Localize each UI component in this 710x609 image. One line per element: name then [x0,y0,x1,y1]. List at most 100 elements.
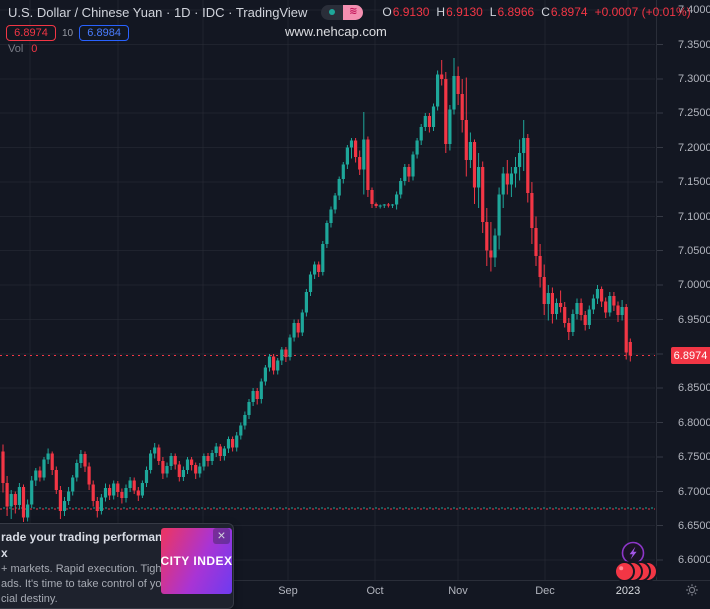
candle [493,235,497,258]
candle [341,164,345,179]
candle [522,138,526,153]
price-axis-label: 6.8000 [678,416,710,429]
candle [497,194,501,236]
candle [272,356,276,371]
ad-close-icon[interactable]: × [213,528,230,544]
last-price-tag: 6.8974 [671,347,710,364]
notification-pink-icon: ≋ [343,4,364,20]
candle [349,140,354,148]
candle [571,314,575,332]
candle [194,465,198,474]
candle [345,147,349,165]
buy-ask-button[interactable]: 6.8984 [79,25,130,41]
time-axis-settings-gear-icon[interactable] [685,583,699,602]
candle [304,292,308,313]
candle [616,305,620,315]
ad-banner[interactable]: rade your trading performance: City x + … [0,523,234,609]
market-status-toggle[interactable]: ≋ [321,4,364,20]
candle [423,116,427,127]
candle [202,456,206,467]
candle [87,466,91,485]
candle [329,209,333,223]
candle [17,487,21,505]
candle [231,439,235,448]
high-label: H [436,5,446,19]
candle [489,250,493,258]
candle [58,490,62,511]
candle [477,167,481,188]
candle [116,483,120,492]
time-axis-label: Dec [535,585,555,597]
candle [468,142,472,160]
candle [600,289,604,302]
candle [407,167,411,177]
candle [452,76,456,110]
candle [403,167,407,181]
candle [354,140,358,157]
candle [226,439,231,449]
notification-stack-icon[interactable] [611,559,659,584]
candle [239,425,243,436]
candle [620,307,624,315]
candle [103,488,108,498]
candle [427,116,431,127]
price-axis[interactable]: 7.4000 7.3500 7.3000 7.2500 7.2000 7.1500 7.10… [657,0,710,580]
candle [124,488,128,498]
candle [583,315,587,325]
candle [140,483,144,496]
candle [579,303,583,315]
candle [38,470,42,478]
candle [288,337,292,357]
candle [575,303,579,314]
price-axis-label: 7.3000 [678,73,710,85]
candle [149,453,153,470]
candle [542,277,546,304]
close-label: C [541,5,550,19]
candle [395,194,399,205]
price-axis-label: 6.9500 [678,313,710,326]
candlestick-chart[interactable] [0,0,710,580]
candle [518,153,522,167]
candle [210,453,214,461]
sell-bid-button[interactable]: 6.8974 [6,25,56,41]
price-axis-label: 6.7500 [678,451,710,463]
price-axis-label: 6.6000 [678,554,710,566]
candle [190,459,194,465]
price-axis-label: 7.0000 [678,279,710,291]
open-value: 6.9130 [392,5,430,19]
candle [235,435,239,448]
candle [42,459,46,478]
time-axis-label: Nov [448,585,468,597]
candle [370,190,374,204]
price-axis-label: 7.0500 [678,244,710,257]
candle [366,139,370,190]
candle [71,477,75,492]
price-axis-label: 7.2000 [678,141,710,154]
candle [161,461,165,474]
chart-legend: U.S. Dollar / Chinese Yuan · 1D · IDC · … [8,4,691,20]
low-label: L [489,5,497,19]
candle [550,293,554,314]
candle [509,173,513,185]
volume-label: Vol [8,43,24,55]
candle [546,293,550,304]
candle [624,307,628,353]
candle [374,204,378,206]
candle [108,488,112,496]
candle [5,483,9,507]
candle [317,264,321,272]
candle [444,79,448,144]
candle [9,494,13,507]
candle [559,303,563,307]
candle [567,323,571,332]
candle [91,484,95,501]
candle [554,303,559,314]
candle [173,456,177,465]
candle [608,296,612,313]
candle [378,205,382,207]
advertiser-logo[interactable]: CITY INDEX [160,528,232,594]
time-axis-label: Oct [366,585,384,597]
ad-body-line2: ads. It's time to take control of your [1,578,172,590]
candle [362,139,366,170]
candle [628,342,632,356]
